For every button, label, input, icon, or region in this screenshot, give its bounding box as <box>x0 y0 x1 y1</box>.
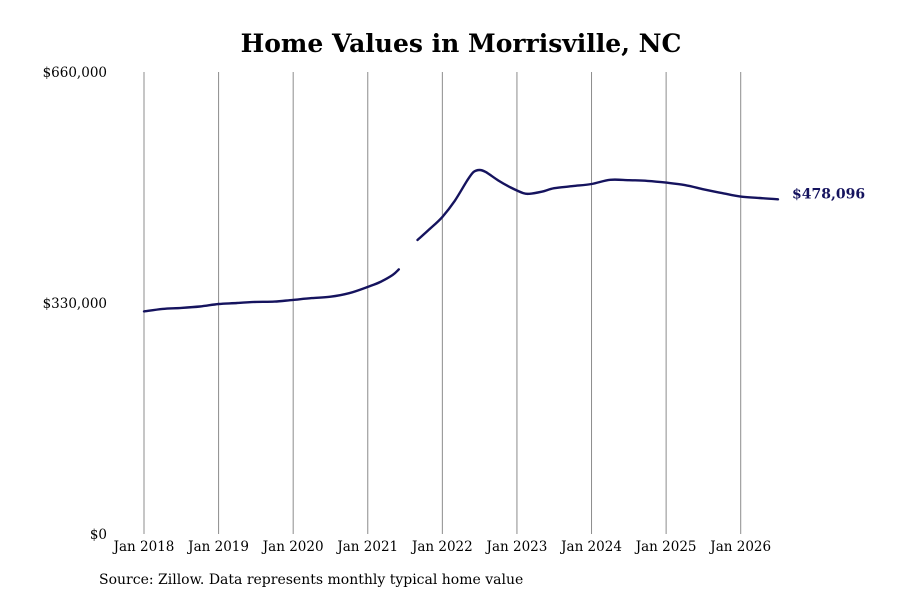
x-tick-label: Jan 2026 <box>708 539 771 555</box>
x-tick-label: Jan 2025 <box>634 539 697 555</box>
y-tick-label: $330,000 <box>43 296 107 312</box>
series-lines <box>142 168 780 313</box>
y-axis-ticks: $0 $330,000 $660,000 <box>43 65 107 543</box>
x-tick-label: Jan 2022 <box>410 539 473 555</box>
x-tick-label: Jan 2023 <box>485 539 548 555</box>
source-note: Source: Zillow. Data represents monthly … <box>99 572 524 588</box>
grid-lines <box>143 72 742 534</box>
x-tick-label: Jan 2018 <box>112 539 175 555</box>
x-tick-label: Jan 2021 <box>335 539 398 555</box>
series-line-segment-2 <box>416 168 780 242</box>
end-value-label: $478,096 <box>792 186 865 202</box>
x-tick-label: Jan 2019 <box>186 539 249 555</box>
y-tick-label: $0 <box>90 527 107 543</box>
series-line-segment-1 <box>142 268 400 313</box>
x-tick-label: Jan 2024 <box>559 539 622 555</box>
chart-title: Home Values in Morrisville, NC <box>241 29 682 58</box>
x-tick-label: Jan 2020 <box>261 539 324 555</box>
y-tick-label: $660,000 <box>43 65 107 81</box>
x-axis-ticks: Jan 2018 Jan 2019 Jan 2020 Jan 2021 Jan 2022… <box>112 539 772 555</box>
